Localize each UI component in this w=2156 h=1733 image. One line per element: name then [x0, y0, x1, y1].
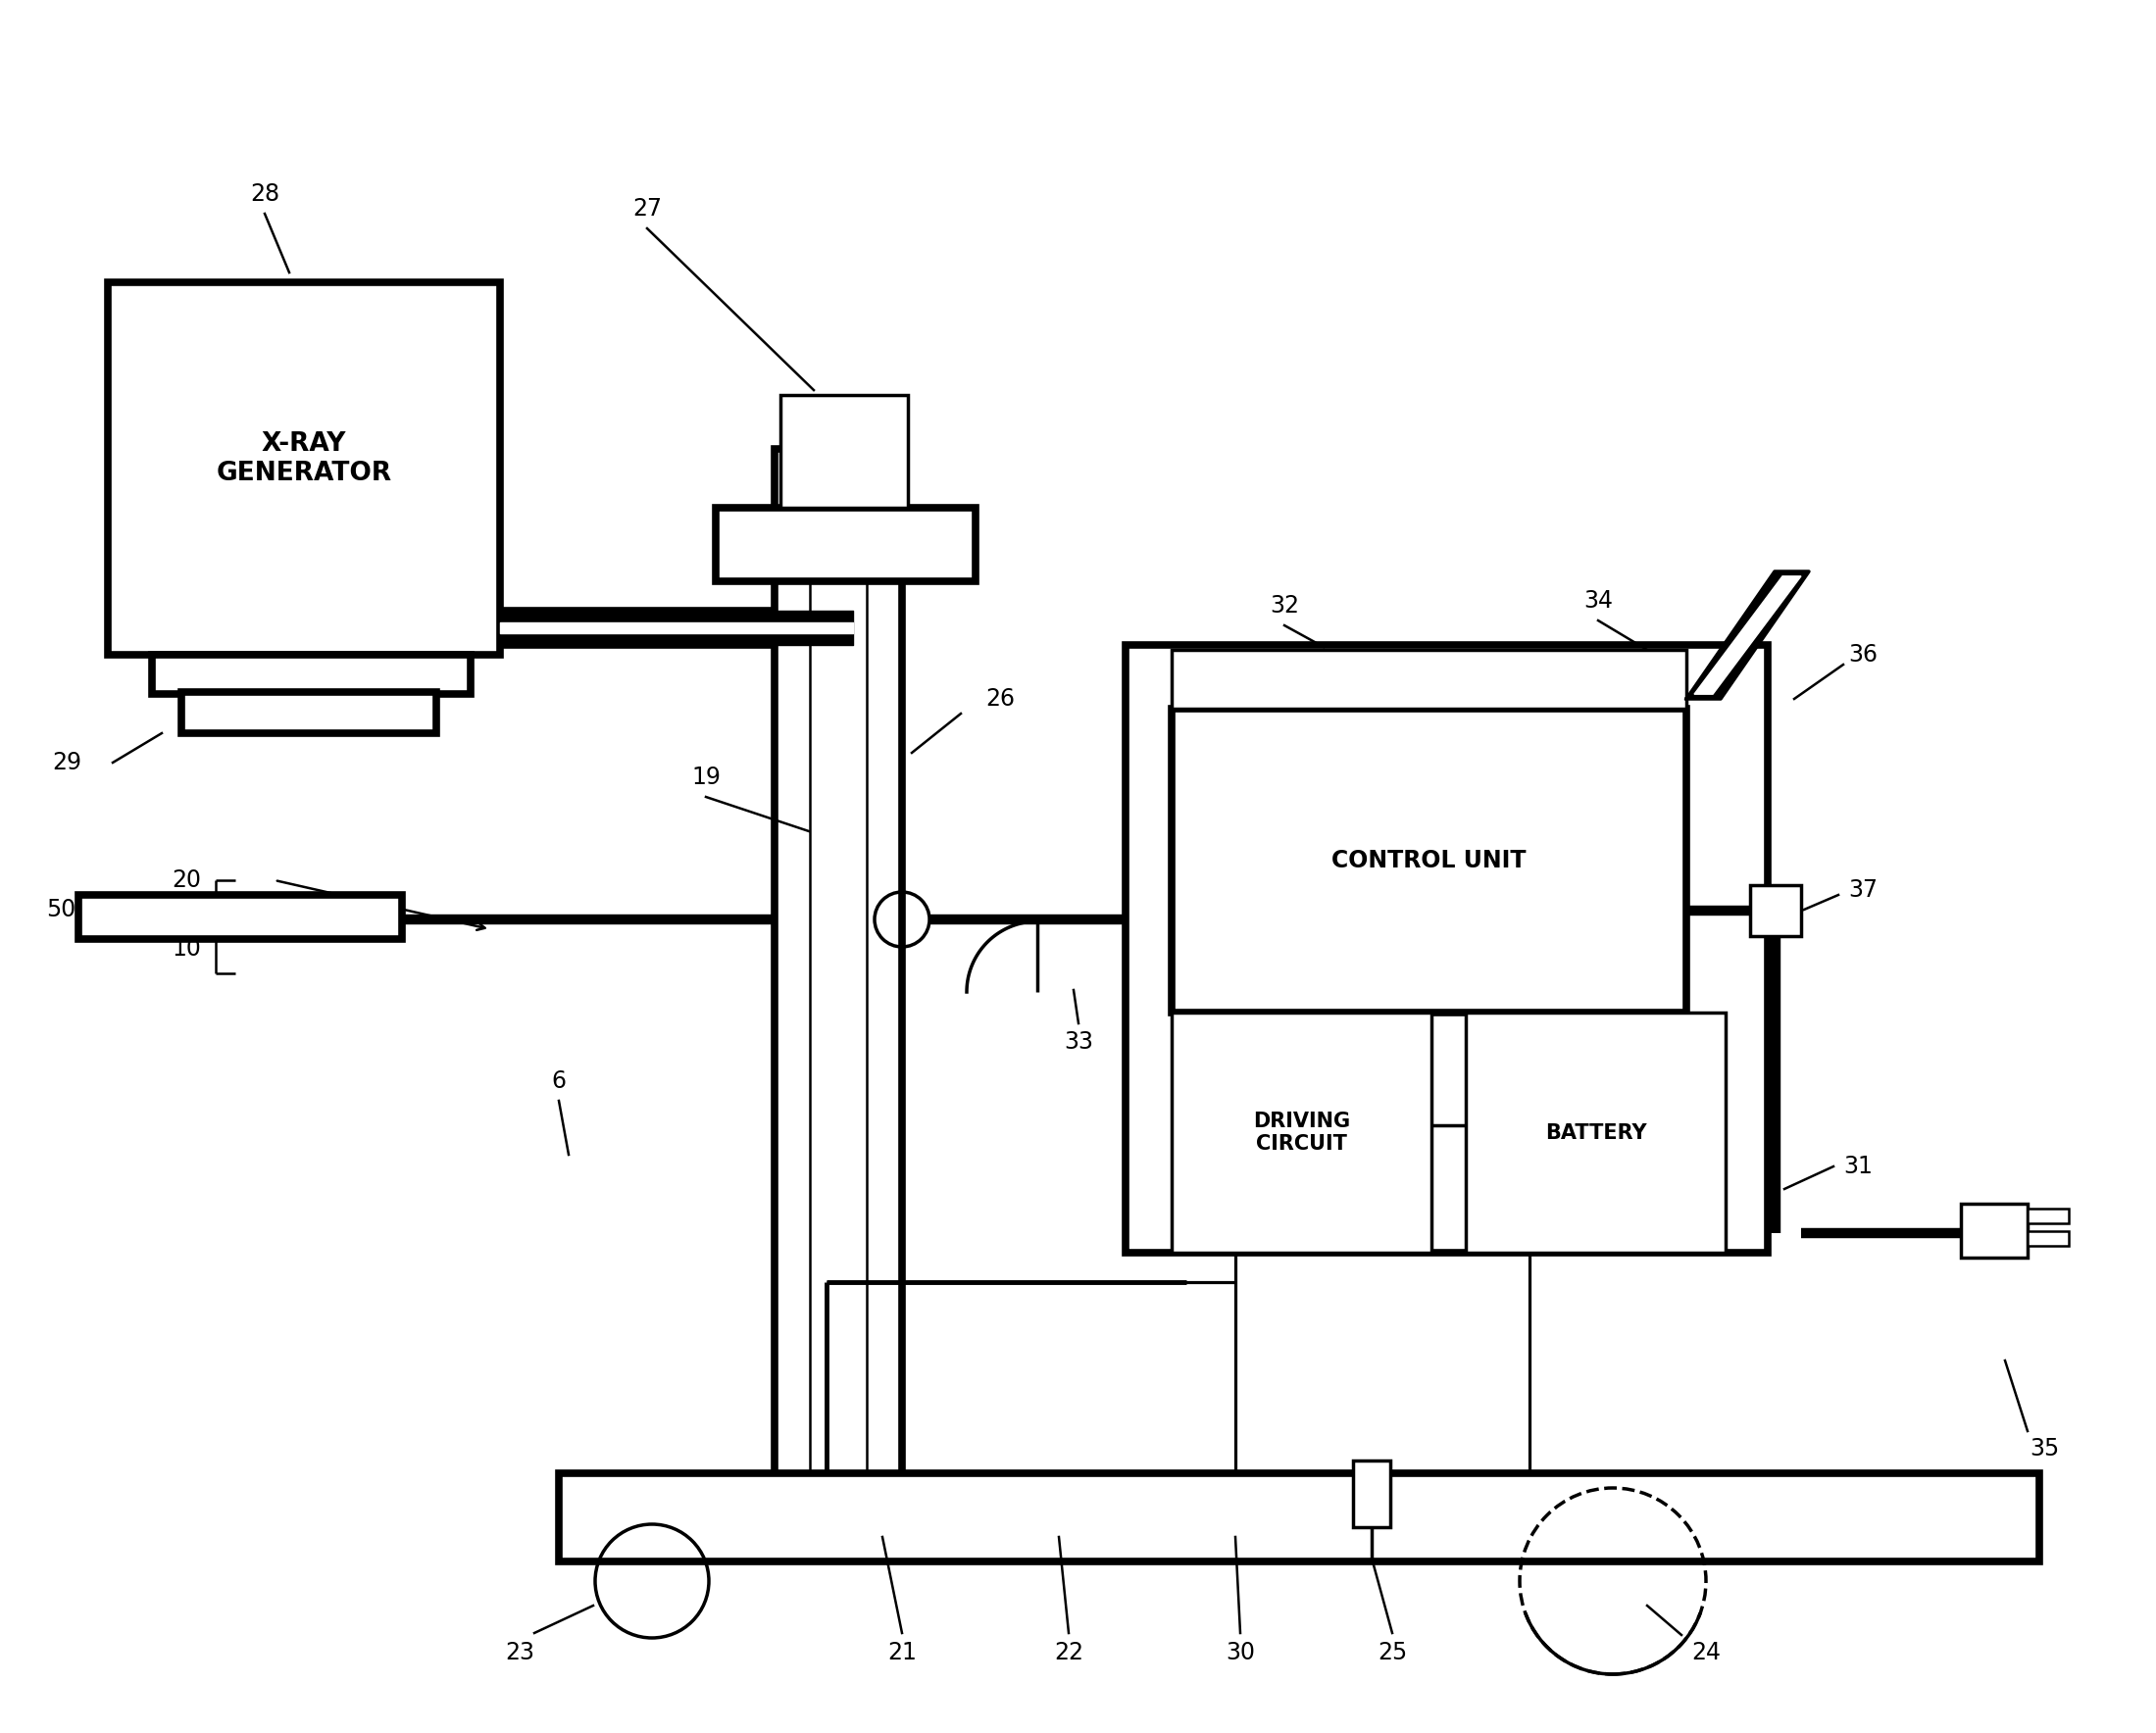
Bar: [1171, 1012, 1432, 1253]
Bar: [1171, 650, 1686, 709]
Bar: [774, 449, 901, 1537]
Bar: [108, 282, 500, 655]
Bar: [78, 894, 401, 939]
Text: 19: 19: [692, 766, 720, 789]
Text: 28: 28: [250, 182, 280, 206]
Text: CONTROL UNIT: CONTROL UNIT: [1332, 849, 1526, 872]
Text: 37: 37: [1848, 879, 1878, 901]
Text: 26: 26: [985, 686, 1015, 711]
Text: DRIVING
CIRCUIT: DRIVING CIRCUIT: [1253, 1111, 1350, 1154]
Text: 35: 35: [2029, 1437, 2059, 1461]
Text: 32: 32: [1270, 594, 1300, 617]
Bar: [1466, 1012, 1725, 1253]
Text: 36: 36: [1848, 643, 1878, 667]
Text: 34: 34: [1583, 589, 1613, 613]
Bar: [2027, 1208, 2070, 1223]
Text: 6: 6: [552, 1069, 567, 1094]
Text: 29: 29: [52, 750, 82, 775]
Bar: [151, 655, 470, 693]
Text: 23: 23: [505, 1641, 535, 1664]
Text: 24: 24: [1690, 1641, 1720, 1664]
Text: BATTERY: BATTERY: [1546, 1123, 1647, 1142]
Text: 10: 10: [172, 938, 201, 960]
Text: 22: 22: [1054, 1641, 1084, 1664]
Bar: [1962, 1204, 2027, 1258]
Text: 33: 33: [1063, 1029, 1093, 1054]
Bar: [1171, 709, 1686, 1012]
Bar: [1354, 1461, 1391, 1527]
Text: 25: 25: [1378, 1641, 1408, 1664]
Text: 21: 21: [888, 1641, 916, 1664]
Polygon shape: [1695, 575, 1800, 695]
Bar: [780, 395, 908, 508]
Text: 31: 31: [1843, 1154, 1874, 1178]
Bar: [1125, 645, 1768, 1253]
Bar: [558, 1473, 2040, 1561]
Bar: [1751, 886, 1800, 936]
Bar: [181, 691, 436, 733]
Text: 20: 20: [172, 868, 201, 892]
Text: X-RAY
GENERATOR: X-RAY GENERATOR: [216, 432, 392, 487]
Bar: [716, 508, 975, 581]
Polygon shape: [1686, 572, 1809, 698]
Text: 50: 50: [45, 898, 75, 922]
Text: 27: 27: [632, 198, 662, 220]
Text: 30: 30: [1225, 1641, 1255, 1664]
Bar: [2027, 1230, 2070, 1246]
